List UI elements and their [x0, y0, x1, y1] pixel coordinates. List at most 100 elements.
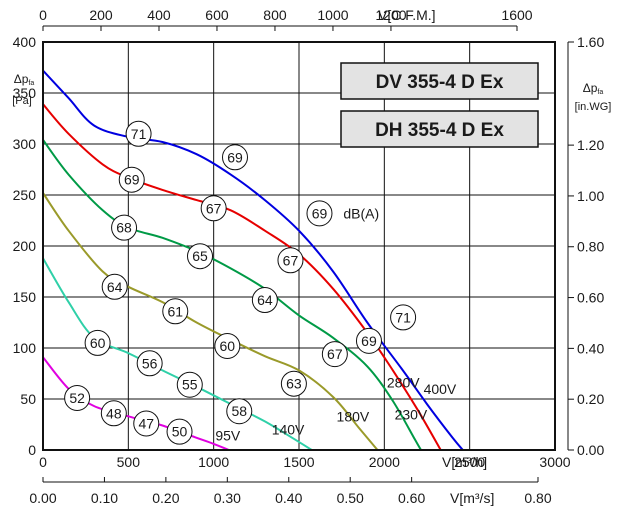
model-label-dh: DH 355-4 D Ex: [340, 110, 539, 148]
y-left-tick-label: 250: [13, 187, 37, 203]
x-top-tick-label: 800: [263, 7, 287, 23]
sound-marker-circle: [251, 287, 278, 314]
sound-marker-value: 52: [69, 390, 85, 406]
sound-marker-circle: [64, 384, 91, 411]
y-right-tick-label: 0.00: [577, 442, 604, 458]
sound-marker-value: 55: [182, 377, 198, 393]
y-right-tick-label: 1.00: [577, 188, 604, 204]
sound-marker: 63: [280, 370, 307, 397]
x-bottom-tick-label: 0.00: [29, 490, 56, 506]
x-bottom-axis-label: V[m³/s]: [450, 490, 494, 506]
sound-marker: 60: [84, 329, 111, 356]
sound-marker-circle: [133, 410, 160, 437]
y-right-tick-label: 1.20: [577, 137, 604, 153]
sound-marker-value: 58: [231, 403, 247, 419]
sound-marker-value: 64: [107, 279, 123, 295]
x-top-tick-label: 1000: [317, 7, 348, 23]
y-right-axis-unit: [in.WG]: [575, 101, 612, 113]
x-primary-axis-label: V[m³/h]: [442, 454, 487, 470]
y-right-tick-label: 0.40: [577, 340, 604, 356]
sound-marker: 69: [355, 327, 382, 354]
sound-marker: 58: [226, 398, 253, 425]
sound-marker: 68: [111, 214, 138, 241]
sound-marker-value: 69: [312, 205, 328, 221]
model-name-dh: DH 355-4 D Ex: [375, 120, 504, 141]
x-primary-tick-label: 0: [39, 454, 47, 470]
x-primary-tick-label: 3000: [539, 454, 570, 470]
sound-marker: 71: [390, 304, 417, 331]
sound-marker-circle: [200, 195, 227, 222]
sound-marker-circle: [280, 370, 307, 397]
sound-marker-value: 60: [90, 335, 106, 351]
sound-marker-value: 67: [206, 200, 222, 216]
sound-marker-circle: [390, 304, 417, 331]
y-right-axis-label: Δpfa: [583, 81, 604, 96]
x-bottom-tick-label: 0.30: [214, 490, 241, 506]
sound-marker-value: 47: [138, 415, 154, 431]
sound-marker: 60: [214, 332, 241, 359]
sound-marker-circle: [222, 144, 248, 171]
sound-marker-circle: [125, 120, 152, 147]
y-right-tick-label: 0.20: [577, 391, 604, 407]
sound-marker: 56: [136, 350, 163, 377]
sound-marker: 55: [176, 371, 203, 398]
sound-marker-value: 65: [192, 248, 208, 264]
sound-marker-value: 68: [116, 220, 132, 236]
sound-marker-value: 69: [361, 333, 377, 349]
y-left-tick-label: 100: [13, 340, 37, 356]
x-bottom-tick-label: 0.80: [524, 490, 551, 506]
y-left-tick-label: 300: [13, 136, 37, 152]
model-name-dv: DV 355-4 D Ex: [376, 72, 504, 93]
y-right-tick-label: 0.80: [577, 239, 604, 255]
x-top-tick-label: 200: [89, 7, 113, 23]
x-top-tick-label: 400: [147, 7, 171, 23]
sound-marker-circle: [100, 400, 127, 427]
voltage-label-400v: 400V: [424, 381, 457, 397]
sound-marker: 67: [200, 195, 227, 222]
sound-marker-value: 69: [227, 149, 243, 165]
y-left-axis-unit: [Pa]: [12, 95, 32, 107]
sound-marker-circle: [136, 350, 163, 377]
sound-marker-circle: [277, 247, 304, 274]
voltage-label-140v: 140V: [272, 422, 305, 438]
sound-marker: 69: [306, 200, 333, 227]
sound-marker-value: 71: [395, 309, 411, 325]
model-label-dv: DV 355-4 D Ex: [340, 62, 539, 100]
sound-marker: 47: [133, 410, 160, 437]
sound-marker: 64: [101, 273, 128, 300]
x-primary-tick-label: 500: [117, 454, 141, 470]
sound-marker-circle: [226, 398, 253, 425]
x-primary-tick-label: 2500: [454, 454, 485, 470]
x-primary-tick-label: 2000: [369, 454, 400, 470]
sound-unit-label: dB(A): [343, 205, 379, 221]
sound-marker-circle: [321, 341, 348, 368]
sound-marker: 65: [187, 243, 214, 270]
voltage-label-180v: 180V: [337, 408, 370, 424]
sound-marker-circle: [306, 200, 333, 227]
y-left-tick-label: 50: [20, 391, 36, 407]
x-top-tick-label: 0: [39, 7, 47, 23]
grid: [43, 42, 555, 450]
sound-marker-value: 64: [257, 292, 273, 308]
y-left-tick-label: 200: [13, 238, 37, 254]
curve-280v: [42, 103, 442, 451]
sound-marker-value: 69: [124, 172, 140, 188]
sound-marker: 67: [321, 341, 348, 368]
curve-400v: [42, 69, 464, 451]
sound-marker-circle: [111, 214, 138, 241]
sound-marker-value: 60: [220, 338, 236, 354]
x-primary-tick-label: 1500: [283, 454, 314, 470]
sound-marker: 67: [277, 247, 304, 274]
sound-level-markers: 71 69 69 71 69 67 67 69 68 65 64 67 64 61 60 63 60 56 55 58…: [64, 120, 417, 445]
y-right-tick-label: 0.60: [577, 290, 604, 306]
sound-marker-circle: [84, 329, 111, 356]
sound-marker: 61: [162, 298, 189, 325]
x-primary-tick-label: 1000: [198, 454, 229, 470]
sound-marker-circle: [118, 166, 145, 193]
x-bottom-tick-label: 0.20: [152, 490, 179, 506]
sound-marker: 69: [118, 166, 145, 193]
sound-marker-circle: [162, 298, 189, 325]
